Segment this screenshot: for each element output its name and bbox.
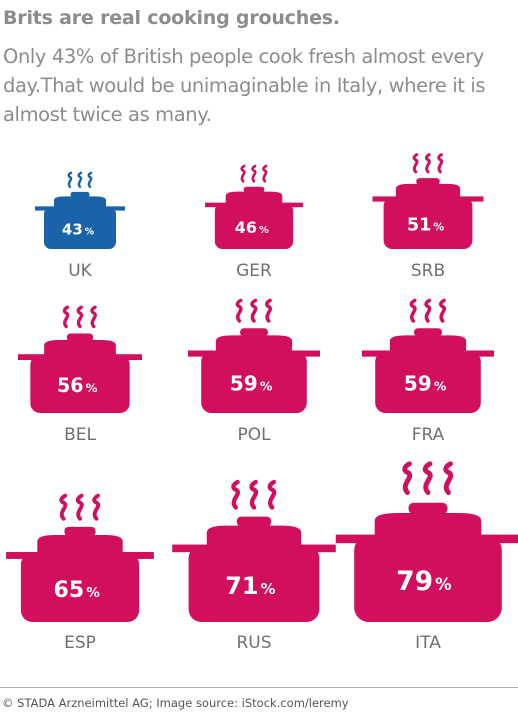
steam-wisp	[250, 298, 258, 323]
country-label: GER	[236, 261, 272, 281]
pot-fra: 59 % FRA	[362, 298, 494, 445]
pot-knob	[416, 178, 440, 185]
pot-lid	[225, 191, 283, 204]
chart-subtitle: Only 43% of British people cook fresh al…	[3, 45, 486, 126]
pot-body	[44, 207, 116, 249]
country-label: RUS	[236, 633, 271, 653]
source-credit: © STADA Arzneimittel AG; Image source: i…	[2, 696, 349, 710]
pot-pol: 59 % POL	[188, 298, 320, 445]
steam-wisp	[437, 153, 444, 174]
value-label: 59%	[230, 372, 273, 396]
pot-lid	[395, 183, 461, 198]
steam-wisp	[249, 479, 259, 510]
steam-wisp	[75, 493, 84, 521]
pot-body	[375, 351, 481, 413]
pot-knob	[240, 328, 268, 337]
pot-rim	[335, 534, 518, 544]
pot-rim	[172, 544, 336, 553]
steam-wisp	[262, 164, 268, 183]
value-label: 56%	[57, 374, 98, 397]
country-label: UK	[68, 261, 92, 281]
steam-wisp	[264, 298, 272, 323]
steam-wisp	[422, 461, 433, 495]
steam-wisp	[59, 493, 68, 521]
country-label: SRB	[411, 261, 445, 281]
pictogram-chart: 43 % UK 46 % GER 51 % SRB 56 % BEL 59 % POL 59 % FRA 65 % ES…	[6, 153, 518, 653]
pot-srb: 51 % SRB	[372, 153, 484, 281]
value-label: 71%	[225, 572, 275, 600]
steam-wisp	[92, 493, 101, 521]
pot-body	[354, 535, 502, 622]
steam-wisp	[251, 164, 257, 183]
country-label: ITA	[415, 633, 441, 653]
steam-wisp	[443, 461, 454, 495]
steam-wisp	[409, 298, 417, 323]
steam-wisp	[240, 164, 246, 183]
pot-rim	[6, 552, 154, 559]
pot-body	[188, 545, 320, 622]
pot-body	[30, 355, 130, 413]
country-label: FRA	[412, 425, 445, 445]
steam-wisp	[231, 479, 240, 510]
steam-wisp	[402, 461, 413, 495]
pot-knob	[66, 333, 94, 342]
pot-lid	[44, 340, 116, 356]
value-label: 46%	[235, 218, 269, 237]
pot-rus: 71 % RUS	[172, 479, 336, 653]
pot-knob	[414, 328, 442, 337]
pot-knob	[408, 502, 448, 515]
pot-rim	[205, 202, 303, 208]
pot-rim	[362, 350, 494, 357]
steam-wisp	[77, 171, 83, 189]
steam-wisp	[90, 305, 97, 329]
steam-wisp	[62, 305, 70, 329]
value-label: 43%	[62, 220, 95, 238]
pot-uk: 43 % UK	[35, 171, 125, 281]
pot-knob	[70, 191, 90, 198]
steam-wisp	[267, 479, 277, 510]
country-label: ESP	[64, 633, 96, 653]
pot-rim	[188, 350, 320, 357]
pot-rim	[372, 196, 484, 202]
pot-knob	[243, 186, 265, 193]
pot-bel: 56 % BEL	[17, 305, 143, 445]
pot-knob	[64, 526, 96, 536]
pot-rim	[17, 354, 143, 360]
steam-wisp	[412, 153, 419, 174]
steam-wisp	[424, 298, 432, 323]
steam-wisp	[424, 153, 431, 174]
steam-wisp	[67, 171, 73, 189]
value-label: 59%	[404, 372, 447, 396]
chart-title: Brits are real cooking grouches.	[3, 7, 340, 29]
pot-body	[201, 351, 307, 413]
footer-divider	[0, 687, 518, 688]
steam-wisp	[87, 171, 93, 189]
pot-lid	[215, 335, 293, 352]
value-label: 51%	[407, 215, 444, 235]
country-label: POL	[237, 425, 271, 445]
steam-wisp	[438, 298, 446, 323]
pot-ger: 46 % GER	[205, 164, 303, 281]
pot-rim	[35, 206, 125, 211]
country-label: BEL	[64, 425, 96, 445]
pot-lid	[374, 513, 482, 536]
pot-lid	[37, 534, 123, 554]
pot-body	[383, 197, 473, 249]
pot-body	[214, 203, 294, 249]
value-label: 65%	[54, 578, 101, 603]
pot-esp: 65 % ESP	[6, 493, 154, 653]
pot-lid	[54, 196, 106, 208]
steam-wisp	[76, 305, 84, 329]
pot-body	[20, 553, 140, 622]
steam-wisp	[235, 298, 243, 323]
pot-lid	[206, 525, 302, 546]
pot-ita: 79 % ITA	[335, 461, 518, 653]
pot-knob	[236, 516, 272, 527]
pot-lid	[389, 335, 467, 352]
value-label: 79%	[396, 566, 451, 597]
